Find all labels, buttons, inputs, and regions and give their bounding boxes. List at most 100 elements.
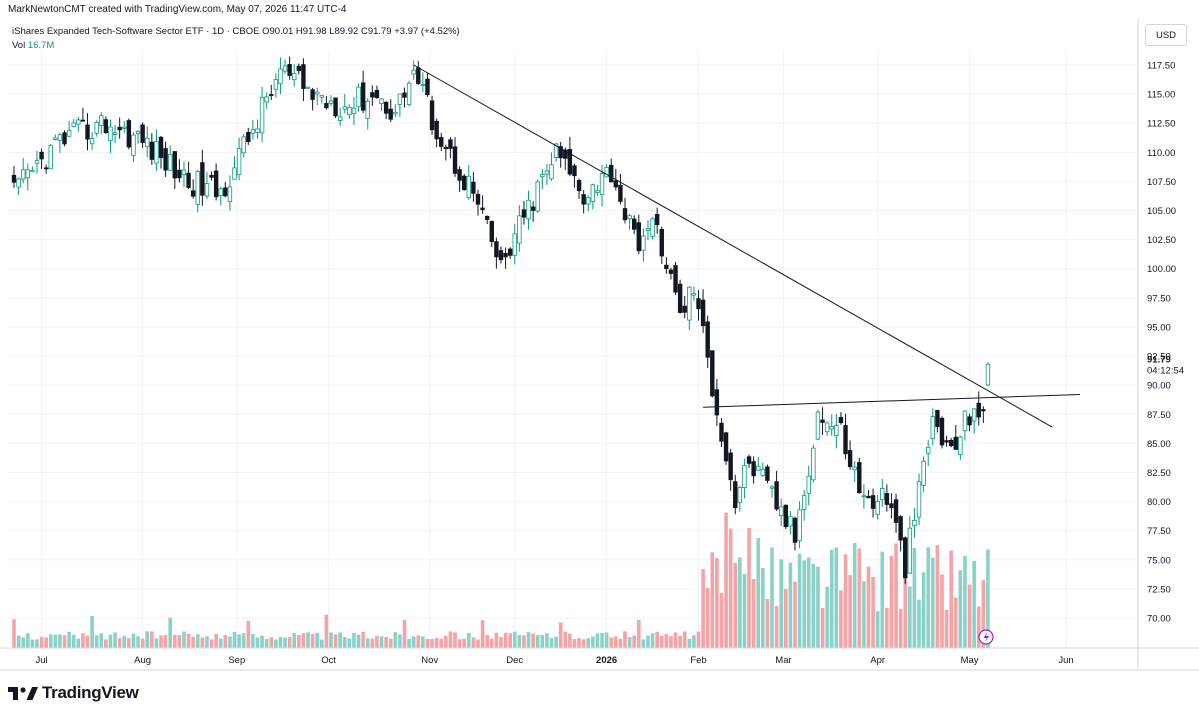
volume-bar — [646, 635, 650, 648]
volume-bar — [687, 638, 692, 648]
low-value: 89.92 — [334, 26, 359, 37]
volume-bar — [866, 566, 871, 648]
candle-up — [962, 410, 968, 432]
volume-bar — [398, 634, 402, 648]
volume-bar — [673, 632, 678, 648]
candle-down — [489, 220, 494, 242]
volume-bar — [104, 639, 108, 648]
candle-up — [907, 527, 913, 574]
candle-down — [39, 151, 44, 160]
candle-down — [893, 499, 899, 523]
candle-down — [439, 137, 444, 147]
volume-bar — [871, 576, 875, 648]
candle-down — [889, 503, 894, 509]
candle-up — [154, 141, 159, 164]
trendlines[interactable] — [413, 64, 1080, 428]
candle-down — [402, 92, 407, 98]
candle-down — [213, 170, 219, 198]
candle-up — [861, 495, 867, 498]
candle-up — [811, 447, 816, 481]
volume-bar — [517, 635, 522, 648]
candle-up — [641, 235, 646, 251]
volume-bar — [632, 635, 636, 648]
volume-bar — [526, 632, 531, 648]
tradingview-logo-icon — [8, 687, 38, 700]
candle-up — [328, 100, 334, 104]
candle-down — [177, 169, 182, 179]
volume-label: Vol — [12, 40, 26, 51]
volume-bar — [843, 554, 848, 648]
x-tick-label: Mar — [775, 655, 791, 666]
volume-bar — [701, 569, 705, 648]
volume-bar — [664, 634, 669, 648]
volume-bar — [209, 639, 214, 648]
volume-bar — [462, 638, 467, 648]
candle-down — [664, 264, 669, 269]
volume-bar — [935, 545, 940, 648]
tradingview-brand[interactable]: TradingView — [8, 683, 139, 703]
volume-bar — [384, 636, 388, 648]
volume-bar — [802, 560, 806, 648]
candle-up — [34, 160, 40, 164]
candle-down — [324, 103, 329, 109]
candle-up — [806, 475, 811, 494]
volume-bar — [200, 637, 205, 648]
last-price-label: 91.79 — [1147, 354, 1171, 365]
candle-down — [149, 141, 155, 160]
volume-bar — [894, 543, 898, 648]
y-tick-label: 85.00 — [1147, 439, 1171, 450]
candle-down — [301, 64, 306, 89]
candle-up — [553, 143, 559, 158]
volume-bar — [30, 639, 35, 648]
candle-up — [273, 79, 279, 90]
volume-bar — [90, 616, 94, 648]
volume-bar — [963, 555, 967, 648]
volume-bar — [535, 635, 540, 648]
close-value: 91.79 — [367, 26, 392, 37]
volume-bar — [770, 547, 774, 648]
volume-bar — [829, 549, 834, 648]
volume-bar — [145, 631, 150, 648]
candle-down — [416, 67, 421, 84]
volume-bar — [705, 587, 710, 648]
volume-bar — [177, 635, 182, 648]
volume-bar — [834, 547, 839, 648]
symbol-legend: iShares Expanded Tech-Software Sector ET… — [12, 26, 460, 37]
currency-selector[interactable]: USD — [1145, 24, 1187, 46]
volume-bar — [839, 590, 843, 648]
volume-bar — [972, 560, 976, 648]
y-tick-label: 80.00 — [1147, 497, 1171, 508]
x-tick-label: Sep — [228, 655, 245, 666]
volume-bars — [12, 512, 990, 648]
volume-bar — [738, 557, 742, 648]
volume-bar — [554, 636, 558, 648]
y-tick-label: 92.50 — [1147, 352, 1171, 363]
volume-bar — [903, 537, 908, 648]
candle-down — [388, 108, 393, 120]
candle-down — [576, 180, 582, 192]
volume-bar — [172, 634, 177, 648]
volume-bar — [857, 548, 862, 648]
volume-bar — [434, 637, 439, 648]
volume-bar — [508, 633, 512, 648]
y-tick-label: 72.50 — [1147, 584, 1171, 595]
volume-bar — [568, 633, 572, 648]
candle-down — [939, 417, 945, 446]
volume-bar — [421, 636, 425, 648]
volume-bar — [251, 634, 255, 648]
candle-up — [379, 98, 384, 104]
volume-bar — [453, 632, 457, 648]
candle-down — [613, 180, 619, 188]
candle-down — [475, 193, 481, 205]
candle-up — [466, 175, 472, 198]
symbol-name[interactable]: iShares Expanded Tech-Software Sector ET… — [12, 26, 260, 37]
y-tick-label: 110.00 — [1147, 148, 1175, 159]
volume-bar — [319, 639, 324, 648]
bar-countdown-label: 04:12:54 — [1147, 365, 1184, 376]
volume-bar — [558, 622, 563, 648]
candle-down — [186, 172, 191, 188]
candle-down — [622, 208, 628, 221]
volume-bar — [783, 589, 788, 648]
